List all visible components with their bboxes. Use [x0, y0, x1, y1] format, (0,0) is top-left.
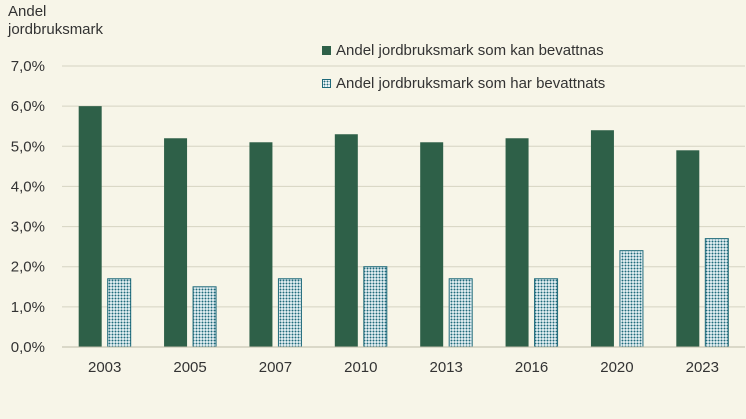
x-tick-label: 2020 — [600, 359, 633, 376]
bar-series-1 — [676, 150, 700, 347]
bar-series-1 — [334, 134, 358, 347]
bar-series-2 — [107, 278, 132, 348]
x-tick-label: 2005 — [173, 359, 206, 376]
bar-series-2 — [619, 250, 644, 348]
y-tick-label: 5,0% — [11, 138, 45, 155]
bar-series-1 — [78, 106, 102, 348]
y-tick-label: 0,0% — [11, 339, 45, 356]
bar-series-1 — [420, 142, 444, 347]
bar-series-2 — [534, 278, 559, 348]
bar-series-2 — [277, 278, 302, 348]
legend-item-series-2: Andel jordbruksmark som har bevattnats — [322, 74, 605, 92]
x-tick-label: 2013 — [430, 359, 463, 376]
bar-series-1 — [590, 130, 614, 347]
legend-swatch-series-1 — [322, 45, 331, 55]
y-axis-label: Andel jordbruksmark — [8, 3, 104, 38]
legend-swatch-series-2 — [322, 78, 331, 88]
x-tick-label: 2007 — [259, 359, 292, 376]
bar-series-1 — [249, 142, 273, 347]
y-tick-label: 3,0% — [11, 219, 45, 236]
bar-series-2 — [704, 238, 729, 348]
bar-series-1 — [164, 138, 188, 347]
x-tick-label: 2010 — [344, 359, 377, 376]
x-tick-label: 2003 — [88, 359, 121, 376]
x-tick-label: 2016 — [515, 359, 548, 376]
y-tick-label: 7,0% — [11, 58, 45, 75]
bar-series-2 — [192, 286, 217, 348]
bar-series-2 — [363, 266, 388, 348]
x-tick-label: 2023 — [686, 359, 719, 376]
bar-series-2 — [448, 278, 473, 348]
legend-item-series-1: Andel jordbruksmark som kan bevattnas — [322, 41, 605, 59]
bar-series-1 — [505, 138, 529, 347]
y-tick-label: 6,0% — [11, 98, 45, 115]
y-tick-label: 4,0% — [11, 178, 45, 195]
legend-label-series-1: Andel jordbruksmark som kan bevattnas — [336, 41, 604, 59]
y-tick-label: 2,0% — [11, 259, 45, 276]
y-tick-label: 1,0% — [11, 299, 45, 316]
legend-label-series-2: Andel jordbruksmark som har bevattnats — [336, 74, 606, 92]
legend: Andel jordbruksmark som kan bevattnas An… — [322, 41, 605, 107]
